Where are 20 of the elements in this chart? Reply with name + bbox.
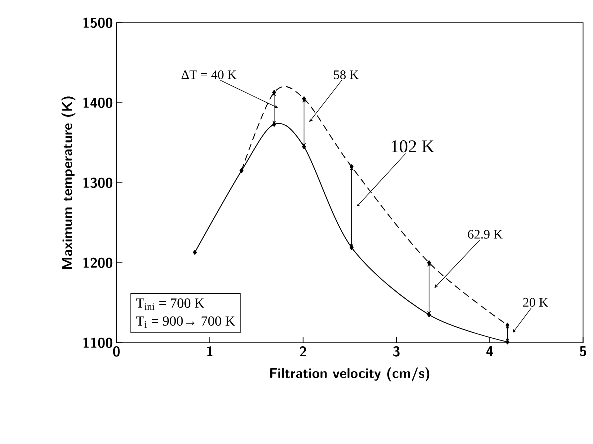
annotation: T$_{ini}$ = 700 K <box>136 298 205 310</box>
annotation: T$_{i}$ = 900→ 700 K <box>136 316 236 328</box>
y-tick-label: 1300 <box>84 178 113 188</box>
x-tick-label: 3 <box>393 346 400 357</box>
annotation: 62.9 K <box>468 230 503 239</box>
y-axis-title: Maximum temperature (K) <box>62 96 76 270</box>
annotation: 102 K <box>392 140 435 153</box>
annotation: 58 K <box>334 70 359 80</box>
x-axis-title: Filtration velocity (cm/s) <box>270 368 430 382</box>
annotation: ΔT = 40 K <box>182 70 237 80</box>
x-tick-label: 4 <box>486 346 494 356</box>
y-tick-label: 1200 <box>84 258 113 268</box>
x-tick-label: 0 <box>113 346 120 357</box>
x-tick-label: 2 <box>300 346 306 357</box>
annotation: 20 K <box>524 298 548 307</box>
y-tick-label: 1400 <box>84 98 113 108</box>
y-tick-label: 1100 <box>84 338 113 348</box>
y-tick-label: 1500 <box>84 18 113 28</box>
x-tick-label: 5 <box>580 346 586 357</box>
x-tick-label: 1 <box>207 346 213 357</box>
